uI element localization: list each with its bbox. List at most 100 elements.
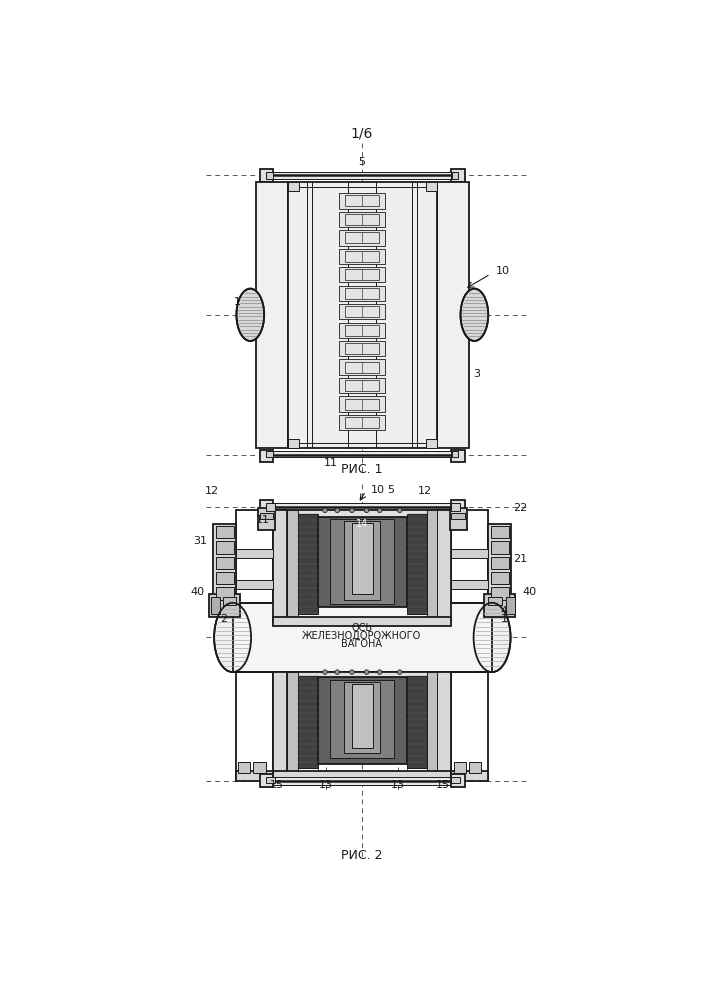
Bar — [491, 587, 509, 600]
Bar — [491, 572, 509, 584]
Bar — [288, 439, 299, 448]
Text: 11: 11 — [324, 458, 338, 468]
Bar — [451, 672, 489, 780]
Ellipse shape — [378, 508, 382, 513]
Bar — [339, 267, 385, 282]
Bar — [450, 503, 460, 511]
Bar — [345, 325, 379, 336]
Text: 12: 12 — [418, 486, 432, 496]
Bar — [451, 771, 489, 781]
Bar — [339, 378, 385, 393]
Bar — [345, 417, 379, 428]
Text: 13: 13 — [391, 780, 405, 790]
Text: 14: 14 — [356, 519, 368, 529]
Bar — [352, 684, 373, 748]
Bar — [345, 288, 379, 299]
Bar — [451, 580, 489, 589]
Ellipse shape — [350, 508, 354, 513]
Bar — [426, 672, 438, 780]
Bar — [345, 214, 379, 225]
Bar — [451, 549, 489, 558]
Bar — [266, 503, 275, 511]
Bar — [209, 594, 240, 617]
Text: 1: 1 — [234, 297, 241, 307]
Bar — [339, 341, 385, 356]
Bar — [216, 587, 234, 600]
Bar — [236, 672, 274, 780]
Bar — [288, 182, 299, 191]
Text: 1: 1 — [501, 614, 508, 624]
Bar — [274, 172, 451, 179]
Bar — [339, 415, 385, 430]
Bar — [454, 762, 466, 773]
Bar — [506, 597, 515, 614]
Bar — [438, 510, 451, 622]
Text: 15: 15 — [436, 780, 450, 790]
Bar — [266, 777, 275, 783]
Bar — [339, 323, 385, 338]
Bar — [318, 677, 407, 764]
Bar — [407, 676, 426, 768]
Text: 5: 5 — [358, 157, 366, 167]
Text: ЖЕЛЕЗНОДОРОЖНОГО: ЖЕЛЕЗНОДОРОЖНОГО — [303, 631, 421, 641]
Ellipse shape — [350, 670, 354, 674]
Bar — [426, 182, 437, 191]
Bar — [259, 513, 274, 519]
Bar — [451, 500, 465, 514]
Bar — [274, 510, 287, 622]
Bar — [452, 172, 458, 179]
Bar — [256, 182, 288, 448]
Bar — [426, 510, 438, 622]
Bar — [216, 526, 234, 538]
Bar — [345, 195, 379, 206]
Text: 2: 2 — [220, 614, 227, 624]
Text: 10: 10 — [371, 485, 385, 495]
Bar — [274, 672, 451, 683]
Bar — [344, 521, 380, 600]
Bar — [344, 682, 380, 753]
Bar — [345, 269, 379, 280]
Ellipse shape — [214, 603, 251, 672]
Ellipse shape — [322, 670, 327, 674]
Text: 13: 13 — [319, 780, 333, 790]
Ellipse shape — [364, 670, 369, 674]
Ellipse shape — [474, 603, 510, 672]
Bar — [451, 169, 465, 182]
Bar — [345, 362, 379, 373]
Text: ВАГОНА: ВАГОНА — [341, 639, 382, 649]
Bar — [484, 594, 515, 617]
Bar — [216, 572, 234, 584]
Bar — [236, 771, 274, 781]
Ellipse shape — [460, 289, 489, 341]
Bar — [426, 439, 437, 448]
Bar — [451, 510, 489, 627]
Bar — [274, 451, 451, 457]
Text: 4: 4 — [501, 606, 508, 616]
Bar — [339, 396, 385, 412]
Bar — [339, 359, 385, 375]
Bar — [491, 541, 509, 554]
Bar — [236, 580, 274, 589]
Bar — [274, 771, 451, 781]
Bar — [339, 249, 385, 264]
Bar — [330, 519, 395, 604]
Bar — [216, 557, 234, 569]
Bar — [298, 514, 318, 614]
Ellipse shape — [378, 670, 382, 674]
Bar — [339, 286, 385, 301]
Bar — [287, 510, 298, 622]
Bar — [345, 380, 379, 391]
Ellipse shape — [397, 670, 402, 674]
Bar — [233, 603, 492, 672]
Text: 3: 3 — [473, 369, 480, 379]
Ellipse shape — [236, 289, 264, 341]
Bar — [345, 232, 379, 243]
Text: РИС. 1: РИС. 1 — [341, 463, 382, 476]
Bar — [259, 774, 274, 787]
Bar — [469, 762, 481, 773]
Ellipse shape — [322, 508, 327, 513]
Bar — [318, 517, 407, 607]
Bar — [287, 672, 298, 780]
Text: 31: 31 — [193, 536, 207, 546]
Bar — [345, 399, 379, 410]
